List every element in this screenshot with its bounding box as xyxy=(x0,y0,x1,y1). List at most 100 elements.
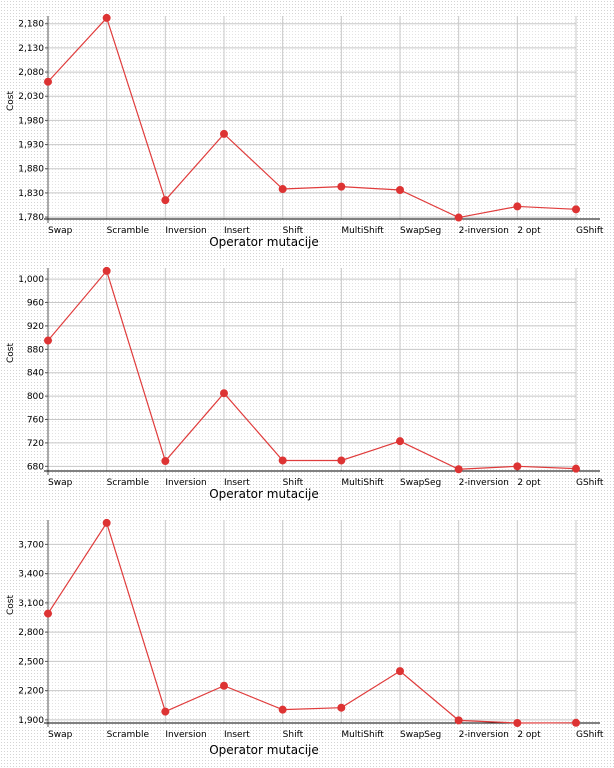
plot-area xyxy=(48,268,576,471)
data-point xyxy=(513,202,522,211)
chart-2: 680 720 760 800 840 880 920 960 1,000 Swap Scrambl… xyxy=(6,266,604,501)
x-tick-label: 2-inversion xyxy=(459,730,509,740)
x-tick-label: 2-inversion xyxy=(459,478,509,488)
x-tick-label: 2 opt xyxy=(517,226,541,236)
y-tick-label: 3,700 xyxy=(18,540,44,550)
y-tick-label: 1,980 xyxy=(18,116,44,126)
x-tick-label: Insert xyxy=(224,226,250,236)
series-line xyxy=(47,16,577,219)
data-point xyxy=(278,456,287,465)
y-tick-label: 840 xyxy=(27,369,44,379)
x-tick-label: Inversion xyxy=(165,226,206,236)
y-tick-label: 2,800 xyxy=(18,628,44,638)
x-tick-label: MultiShift xyxy=(341,226,384,236)
y-tick-label: 880 xyxy=(27,345,44,355)
x-tick-label: MultiShift xyxy=(341,478,384,488)
plot-area xyxy=(48,16,576,219)
y-tick-label: 680 xyxy=(27,462,44,472)
y-tick-label: 1,930 xyxy=(18,141,44,151)
x-tick-label: Insert xyxy=(224,730,250,740)
y-tick-label: 800 xyxy=(27,392,44,402)
x-tick-label: Scramble xyxy=(107,730,150,740)
y-tick-label: 3,400 xyxy=(18,570,44,580)
x-tick-label: Inversion xyxy=(165,478,206,488)
chart-1: 1,780 1,830 1,880 1,930 1,980 2,030 2,080 2,130… xyxy=(6,13,604,249)
x-tick-label: Swap xyxy=(48,226,73,236)
x-axis-title: Operator mutacije xyxy=(209,487,319,501)
y-tick-label: 1,000 xyxy=(18,275,44,285)
y-tick-label: 720 xyxy=(27,439,44,449)
x-tick-label: Shift xyxy=(283,730,304,740)
data-point xyxy=(161,707,170,716)
y-tick-label: 920 xyxy=(27,322,44,332)
x-tick-label: Inversion xyxy=(165,730,206,740)
data-point xyxy=(44,336,52,345)
y-tick-label: 1,780 xyxy=(18,213,44,223)
data-point xyxy=(572,464,580,473)
data-point xyxy=(102,13,111,22)
y-tick-label: 2,180 xyxy=(18,20,44,30)
data-point xyxy=(513,719,522,727)
y-tick-label: 2,130 xyxy=(18,44,44,54)
data-point xyxy=(220,129,228,138)
y-tick-label: 1,830 xyxy=(18,189,44,199)
data-point xyxy=(337,703,346,712)
x-tick-label: Insert xyxy=(224,478,250,488)
x-tick-label: 2 opt xyxy=(517,478,541,488)
series-line xyxy=(47,521,577,724)
y-axis-title: Cost xyxy=(6,595,16,615)
y-axis-title: Cost xyxy=(6,343,16,363)
y-tick-label: 760 xyxy=(27,416,44,426)
x-tick-label: GShift xyxy=(576,478,604,488)
y-tick-label: 2,080 xyxy=(18,68,44,78)
data-point xyxy=(102,266,111,275)
data-point xyxy=(220,389,228,398)
y-tick-label: 1,900 xyxy=(18,716,44,726)
y-axis-title: Cost xyxy=(6,91,16,111)
data-point xyxy=(396,667,404,676)
y-tick-label: 2,030 xyxy=(18,92,44,102)
x-tick-label: GShift xyxy=(576,730,604,740)
data-point xyxy=(454,213,463,222)
data-point xyxy=(44,77,52,86)
data-point xyxy=(220,681,228,690)
plot-area xyxy=(48,520,576,723)
data-point xyxy=(572,205,580,214)
data-point xyxy=(161,457,170,466)
data-point xyxy=(278,185,287,194)
x-tick-label: Scramble xyxy=(107,226,150,236)
data-point xyxy=(513,462,522,471)
y-tick-label: 1,880 xyxy=(18,165,44,175)
data-point xyxy=(572,718,580,727)
y-tick-label: 2,200 xyxy=(18,687,44,697)
data-point xyxy=(102,518,111,527)
y-tick-label: 3,100 xyxy=(18,599,44,609)
data-point xyxy=(396,437,404,446)
y-tick-label: 2,500 xyxy=(18,657,44,667)
y-tick-label: 960 xyxy=(27,299,44,309)
data-point xyxy=(161,196,170,205)
x-tick-label: MultiShift xyxy=(341,730,384,740)
x-tick-label: 2 opt xyxy=(517,730,541,740)
data-point xyxy=(278,705,287,714)
data-point xyxy=(396,186,404,194)
x-tick-label: SwapSeg xyxy=(400,730,441,740)
x-axis-title: Operator mutacije xyxy=(209,235,319,249)
x-tick-label: 2-inversion xyxy=(459,226,509,236)
x-tick-label: Shift xyxy=(283,226,304,236)
x-tick-label: Swap xyxy=(48,730,73,740)
x-tick-label: SwapSeg xyxy=(400,478,441,488)
x-tick-label: Swap xyxy=(48,478,73,488)
x-axis-title: Operator mutacije xyxy=(209,743,319,757)
data-point xyxy=(454,716,463,725)
x-tick-label: GShift xyxy=(576,226,604,236)
data-point xyxy=(454,465,463,474)
x-tick-label: SwapSeg xyxy=(400,226,441,236)
data-point xyxy=(337,182,346,191)
data-point xyxy=(44,609,52,618)
series-line xyxy=(47,269,577,470)
data-point xyxy=(337,456,346,465)
x-tick-label: Scramble xyxy=(107,478,150,488)
